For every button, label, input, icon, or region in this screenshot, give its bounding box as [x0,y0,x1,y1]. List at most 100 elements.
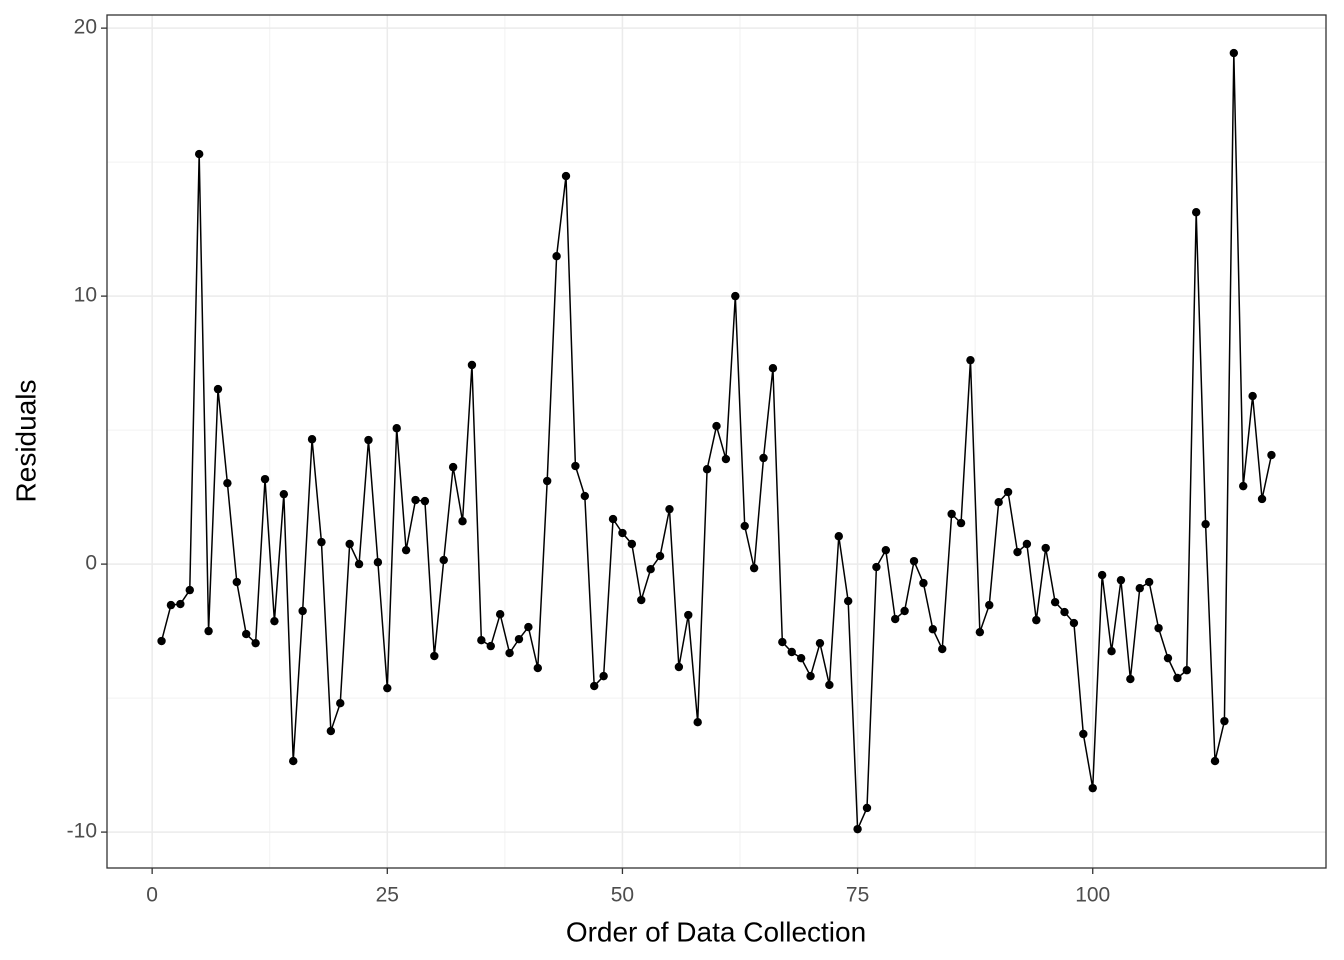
y-tick-label: 20 [74,16,97,39]
data-point [1229,48,1239,58]
data-point [975,627,985,637]
data-point [354,559,364,569]
data-point [345,539,354,549]
data-point [590,681,599,691]
data-point [270,616,279,626]
y-tick-label: 10 [74,284,97,307]
data-point [665,504,674,514]
data-point [1144,577,1154,587]
data-point [1182,666,1191,675]
x-tick-label: 25 [376,884,399,907]
data-point [467,360,477,370]
data-point [260,474,270,484]
data-point [646,564,655,574]
data-point [721,454,731,464]
x-axis-title: Order of Data Collection [566,916,866,947]
data-point [289,756,298,766]
data-point [655,551,665,561]
data-point [561,171,571,181]
data-point [825,680,834,690]
data-point [580,491,590,501]
data-point [815,638,825,648]
data-point [938,644,947,654]
data-point [213,384,223,394]
data-point [430,651,439,661]
data-point [336,698,345,708]
data-point [599,671,608,681]
y-tick-label: 0 [85,552,97,575]
data-point [787,647,796,657]
data-point [834,532,843,541]
data-point [693,718,702,727]
data-point [542,476,552,486]
data-point [1173,673,1182,683]
data-point [1088,783,1097,793]
data-point [956,518,966,528]
data-point [486,641,495,651]
data-point [571,461,580,471]
data-point [881,545,891,555]
data-point [608,514,618,524]
data-point [420,496,430,506]
data-point [1050,597,1060,607]
data-point [1013,547,1022,557]
data-point [1201,519,1210,529]
data-point [307,435,317,444]
data-point [947,509,956,519]
data-point [495,610,505,619]
data-point [1069,618,1079,628]
data-point [872,562,881,572]
data-point [674,662,684,672]
y-axis-title: Residuals [10,380,41,503]
data-point [702,465,712,474]
plot-panel [107,15,1326,868]
data-point [1239,481,1248,491]
data-point [1116,575,1126,585]
data-point [411,495,420,505]
data-point [514,634,524,644]
data-point [900,606,909,616]
data-point [994,497,1003,507]
data-point [618,528,627,538]
data-point [1210,756,1220,766]
data-point [232,577,242,587]
data-point [326,726,336,736]
data-point [524,622,533,632]
data-point [853,824,862,834]
data-point [166,600,176,610]
data-point [279,489,289,499]
panel-border [106,14,1327,869]
data-point [458,517,467,526]
x-tick-label: 0 [146,884,158,907]
data-point [637,595,646,605]
data-point [1003,487,1013,497]
data-point [796,653,806,663]
y-tick-label: -10 [67,820,97,843]
x-tick-label: 50 [611,884,634,907]
data-point [552,251,561,261]
data-point [1154,623,1163,633]
data-point [1079,729,1088,739]
data-point [749,563,759,573]
data-point [477,636,486,645]
data-point [843,596,853,606]
data-point [1163,653,1173,663]
data-point [1032,615,1041,625]
data-point [759,453,768,463]
data-point [204,626,213,636]
data-point [909,556,919,566]
data-point [185,585,194,595]
data-point [891,614,900,624]
data-point [1135,584,1144,593]
data-point [448,462,458,472]
data-point [157,636,166,646]
data-point [317,537,326,547]
data-point [684,610,693,620]
data-point [806,671,815,681]
data-point [985,600,994,610]
data-point [966,355,975,365]
data-point [223,478,232,488]
data-point [740,521,749,531]
data-point [1022,539,1032,549]
data-point [251,638,260,648]
